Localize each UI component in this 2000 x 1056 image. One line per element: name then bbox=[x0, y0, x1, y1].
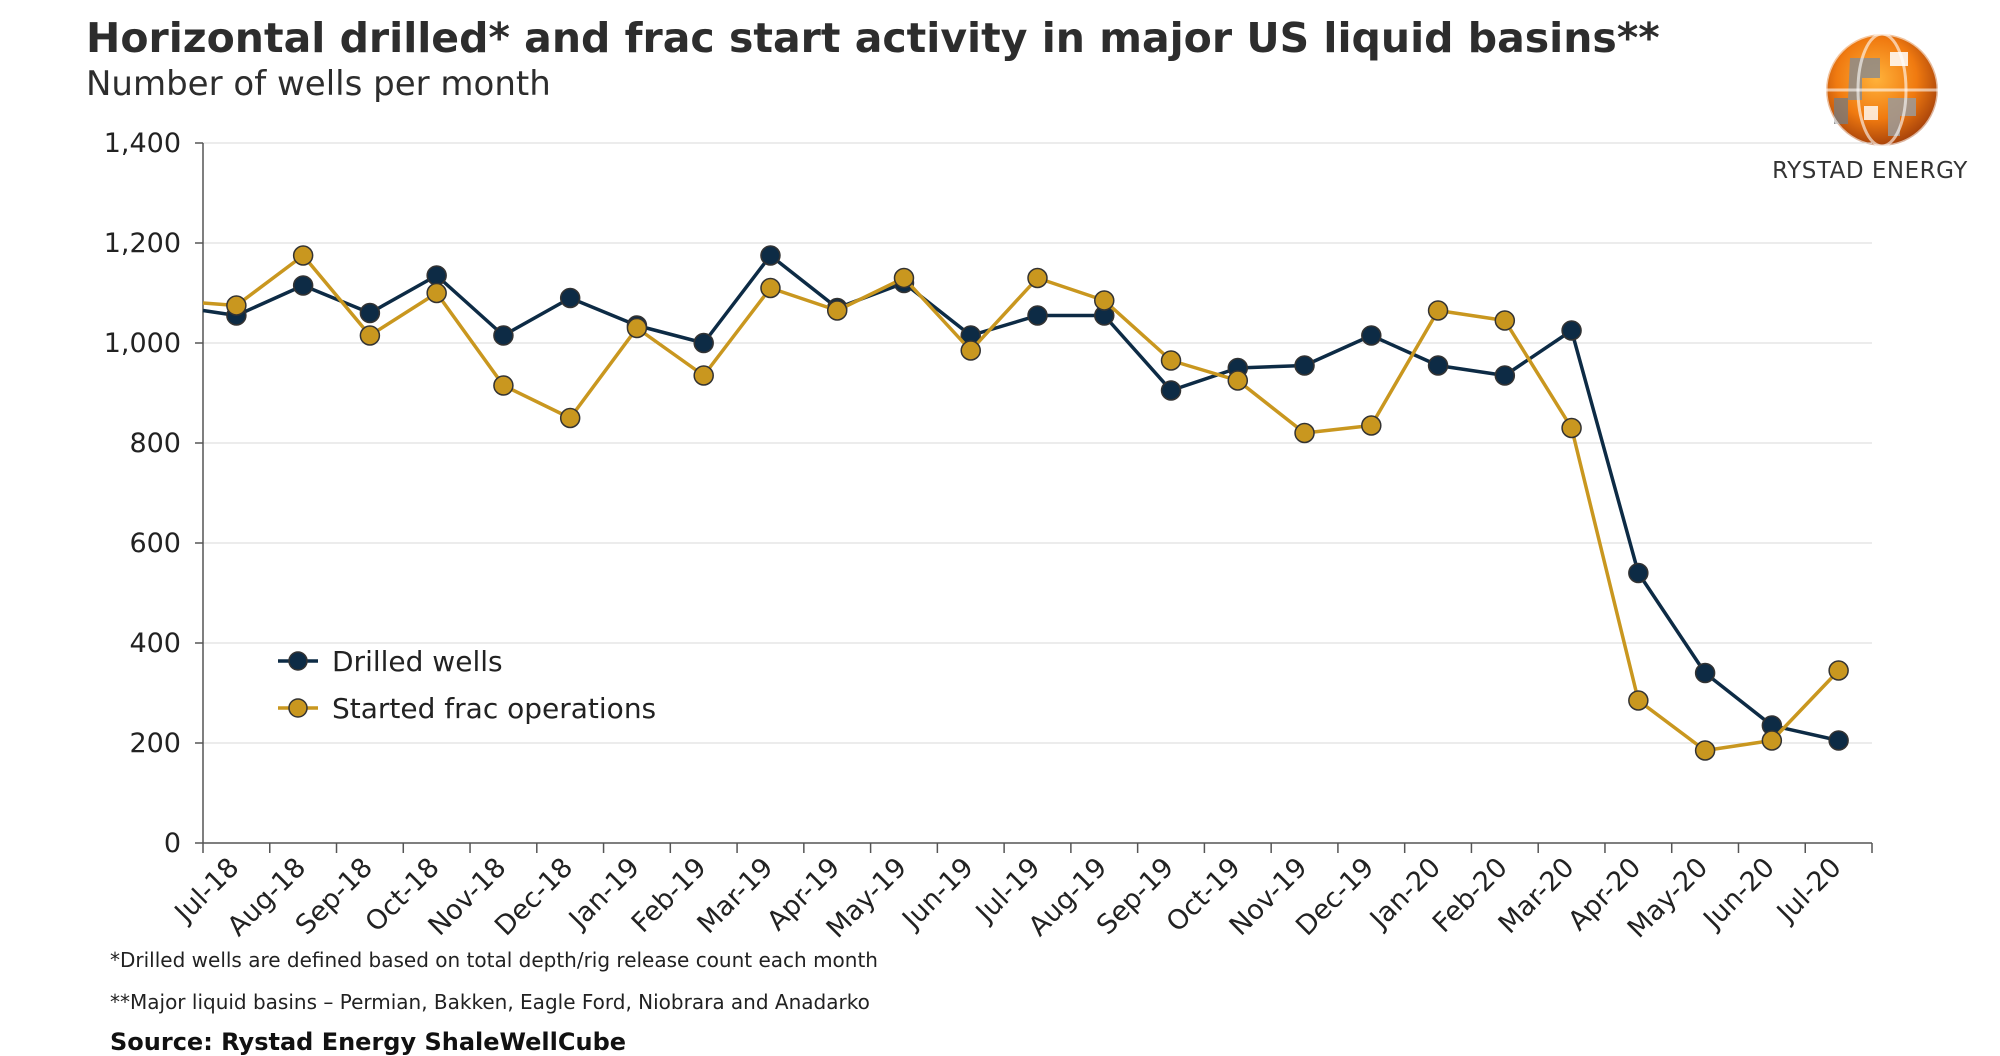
legend-marker bbox=[288, 651, 308, 671]
series-line-drilled-wells bbox=[202, 253, 1840, 743]
data-point bbox=[226, 295, 247, 316]
y-tick-label: 800 bbox=[129, 428, 181, 459]
source-label: Source: Rystad Energy ShaleWellCube bbox=[110, 1028, 627, 1056]
series-lines bbox=[202, 245, 1849, 761]
chart-subtitle: Number of wells per month bbox=[86, 64, 551, 104]
data-point bbox=[1361, 415, 1382, 436]
legend-marker bbox=[288, 698, 308, 718]
data-point bbox=[1427, 355, 1449, 376]
series-line-started-frac-operations bbox=[202, 253, 1840, 753]
data-point bbox=[559, 287, 581, 309]
data-point bbox=[1694, 662, 1716, 684]
data-point bbox=[1294, 355, 1315, 376]
data-point bbox=[359, 325, 381, 346]
y-tick-label: 1,000 bbox=[104, 328, 181, 359]
data-point bbox=[359, 302, 381, 324]
x-tick-label: Mar-20 bbox=[1493, 852, 1581, 940]
legend-label: Started frac operations bbox=[332, 692, 656, 725]
data-point bbox=[493, 325, 514, 346]
data-point bbox=[1761, 730, 1783, 751]
data-point bbox=[493, 375, 514, 396]
data-point bbox=[626, 317, 648, 339]
y-tick-label: 1,400 bbox=[104, 128, 181, 159]
data-point bbox=[1628, 562, 1649, 584]
data-point bbox=[1494, 365, 1516, 386]
y-tick-label: 1,200 bbox=[104, 228, 181, 259]
data-point bbox=[1160, 380, 1182, 401]
line-chart: 02004006008001,0001,2001,400Jul-18Aug-18… bbox=[104, 128, 1873, 944]
data-point bbox=[1227, 370, 1249, 391]
data-point bbox=[1427, 300, 1449, 321]
data-point bbox=[1694, 740, 1716, 761]
logo-text: RYSTAD ENERGY bbox=[1772, 158, 1968, 184]
data-point bbox=[292, 275, 314, 296]
data-point bbox=[1027, 267, 1048, 289]
data-point bbox=[760, 245, 781, 266]
data-point bbox=[693, 332, 714, 354]
gridlines bbox=[203, 142, 1872, 744]
data-point bbox=[1094, 290, 1115, 311]
data-point bbox=[426, 265, 447, 286]
x-tick-label: Jun-20 bbox=[1696, 852, 1780, 936]
data-point bbox=[1561, 320, 1582, 341]
data-point bbox=[1561, 417, 1582, 439]
legend: Drilled wells Started frac operations bbox=[278, 645, 656, 725]
data-point bbox=[1828, 730, 1849, 751]
x-tick-label: Mar-19 bbox=[691, 852, 779, 940]
y-tick-label: 0 bbox=[164, 828, 181, 859]
footnote-basins: **Major liquid basins – Permian, Bakken,… bbox=[110, 990, 870, 1014]
data-point bbox=[1828, 660, 1849, 681]
data-point bbox=[693, 365, 714, 386]
chart-title: Horizontal drilled* and frac start activ… bbox=[86, 14, 1660, 62]
y-tick-label: 200 bbox=[129, 728, 181, 759]
data-point bbox=[960, 340, 981, 361]
data-point bbox=[1027, 305, 1048, 326]
data-point bbox=[426, 282, 447, 304]
globe-icon bbox=[1824, 32, 1940, 148]
x-tick-label: Jun-19 bbox=[895, 852, 979, 936]
footnote-drilled-definition: *Drilled wells are defined based on tota… bbox=[110, 948, 878, 972]
data-point bbox=[760, 277, 781, 299]
data-point bbox=[1294, 422, 1315, 444]
data-point bbox=[559, 407, 581, 429]
data-point bbox=[893, 267, 915, 289]
y-tick-label: 600 bbox=[129, 528, 181, 559]
legend-label: Drilled wells bbox=[332, 645, 503, 678]
data-point bbox=[1361, 325, 1382, 346]
y-tick-label: 400 bbox=[129, 628, 181, 659]
data-point bbox=[1160, 350, 1182, 371]
data-point bbox=[292, 245, 314, 266]
data-point bbox=[1628, 690, 1649, 711]
data-point bbox=[1494, 310, 1516, 331]
data-point bbox=[826, 300, 848, 321]
axes: 02004006008001,0001,2001,400Jul-18Aug-18… bbox=[104, 128, 1873, 944]
x-tick-label: Jul-20 bbox=[1770, 852, 1848, 930]
